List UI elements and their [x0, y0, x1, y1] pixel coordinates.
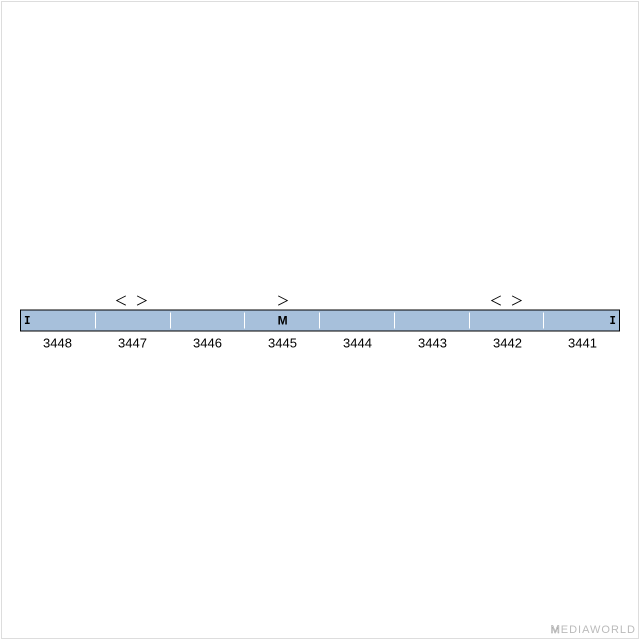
car-number: 3444: [320, 336, 395, 351]
watermark-filled: EDIAWORLD: [561, 624, 636, 636]
car-number: 3441: [545, 336, 620, 351]
car-number: 3443: [395, 336, 470, 351]
coupler-icon: I: [609, 314, 616, 327]
car-motor-label: M: [278, 314, 288, 328]
car-number-row: 34483447344634453444344334423441: [20, 336, 620, 351]
train-car: [470, 311, 545, 331]
car-number: 3445: [245, 336, 320, 351]
coupler-icon: I: [24, 314, 31, 327]
car-number: 3447: [95, 336, 170, 351]
watermark-outline: M: [551, 624, 561, 636]
pantograph-icon: ＞: [277, 291, 290, 310]
train-diagram: ＜ ＞ ＞＜ ＞ IMI 344834473446344534443443344…: [20, 290, 620, 351]
car-number: 3448: [20, 336, 95, 351]
car-number: 3446: [170, 336, 245, 351]
watermark: MEDIAWORLD: [551, 624, 636, 636]
pantograph-row: ＜ ＞ ＞ ＜ ＞: [20, 290, 620, 310]
train-body: IMI: [20, 310, 620, 332]
car-number: 3442: [470, 336, 545, 351]
train-car: [171, 311, 246, 331]
train-car: [320, 311, 395, 331]
pantograph-icon: ＜ ＞: [115, 291, 149, 310]
train-car: I: [544, 311, 619, 331]
train-car: [395, 311, 470, 331]
train-car: I: [21, 311, 96, 331]
train-car: M: [245, 311, 320, 331]
train-car: [96, 311, 171, 331]
pantograph-icon: ＜ ＞: [490, 291, 524, 310]
